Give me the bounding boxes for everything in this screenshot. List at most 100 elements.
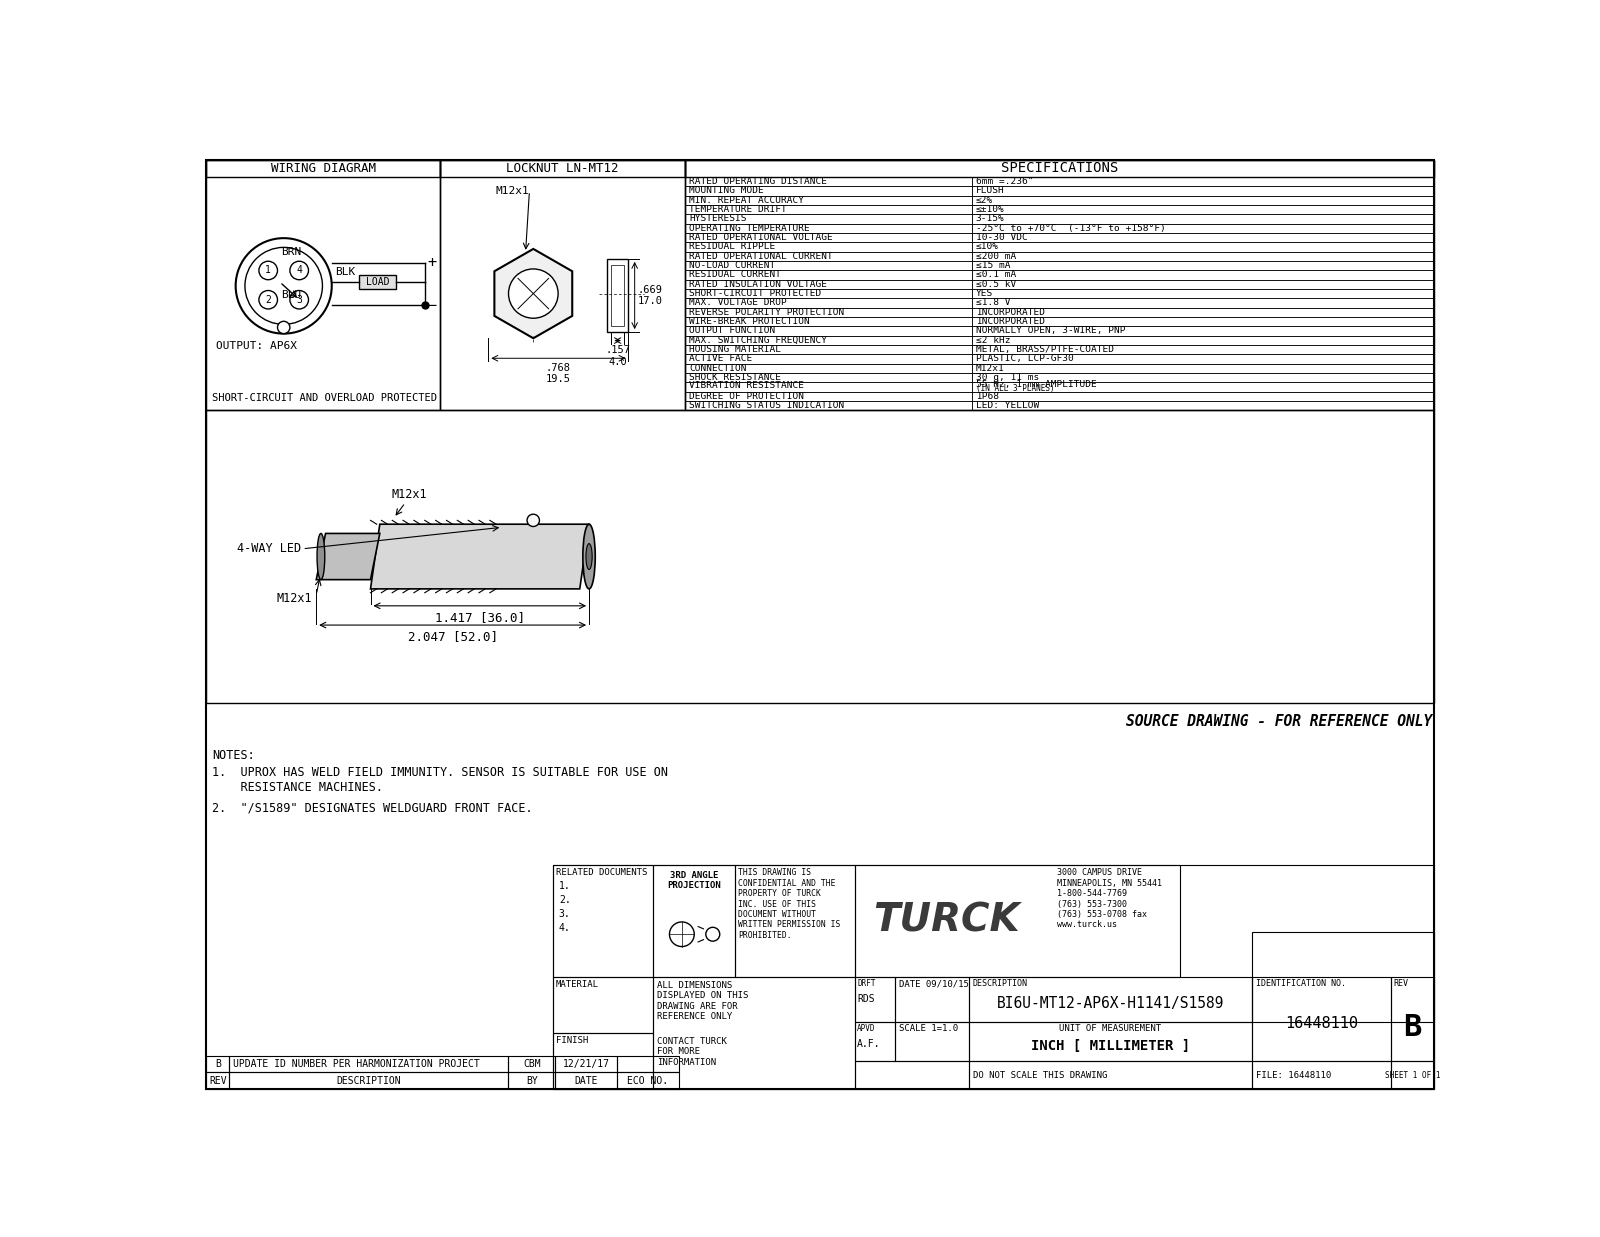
Text: 3.: 3. bbox=[558, 909, 571, 919]
Bar bbox=[685, 233, 971, 242]
Text: DESCRIPTION: DESCRIPTION bbox=[336, 1076, 402, 1086]
Text: +: + bbox=[427, 255, 437, 271]
Bar bbox=[1390, 1061, 1434, 1090]
Text: RATED INSULATION VOLTAGE: RATED INSULATION VOLTAGE bbox=[690, 280, 827, 288]
Text: VIBRATION RESISTANCE: VIBRATION RESISTANCE bbox=[690, 381, 805, 390]
Text: IDENTIFICATION NO.: IDENTIFICATION NO. bbox=[1256, 980, 1346, 988]
Text: FINISH: FINISH bbox=[555, 1037, 587, 1045]
Bar bbox=[685, 177, 971, 187]
Text: OUTPUT: AP6X: OUTPUT: AP6X bbox=[216, 341, 296, 351]
Text: 1.  UPROX HAS WELD FIELD IMMUNITY. SENSOR IS SUITABLE FOR USE ON
    RESISTANCE : 1. UPROX HAS WELD FIELD IMMUNITY. SENSOR… bbox=[213, 766, 669, 794]
Bar bbox=[685, 160, 1434, 411]
Bar bbox=[894, 977, 970, 1022]
Bar bbox=[971, 205, 1434, 214]
Text: CONNECTION: CONNECTION bbox=[690, 364, 747, 372]
Text: RESIDUAL RIPPLE: RESIDUAL RIPPLE bbox=[690, 242, 776, 251]
Bar bbox=[685, 382, 971, 392]
Text: 2.: 2. bbox=[558, 896, 571, 905]
Text: 4.: 4. bbox=[558, 923, 571, 933]
Text: DO NOT SCALE THIS DRAWING: DO NOT SCALE THIS DRAWING bbox=[973, 1071, 1107, 1080]
Text: 2.  "/S1589" DESIGNATES WELDGUARD FRONT FACE.: 2. "/S1589" DESIGNATES WELDGUARD FRONT F… bbox=[213, 802, 533, 814]
Text: BRN: BRN bbox=[282, 246, 301, 256]
Bar bbox=[971, 364, 1434, 372]
Text: 4-WAY LED: 4-WAY LED bbox=[237, 542, 301, 555]
Text: ≤200 mA: ≤200 mA bbox=[976, 252, 1016, 261]
Text: RATED OPERATING DISTANCE: RATED OPERATING DISTANCE bbox=[690, 177, 827, 186]
Bar bbox=[685, 289, 971, 298]
Text: SHORT-CIRCUIT AND OVERLOAD PROTECTED: SHORT-CIRCUIT AND OVERLOAD PROTECTED bbox=[213, 392, 437, 402]
Bar bbox=[653, 865, 734, 977]
Text: MOUNTING MODE: MOUNTING MODE bbox=[690, 187, 763, 195]
Text: REV: REV bbox=[210, 1076, 227, 1086]
Text: BLU: BLU bbox=[282, 289, 301, 299]
Bar bbox=[854, 865, 1181, 977]
Text: MATERIAL: MATERIAL bbox=[555, 980, 598, 990]
Text: DRFT: DRFT bbox=[858, 980, 875, 988]
Text: DEGREE OF PROTECTION: DEGREE OF PROTECTION bbox=[690, 392, 805, 401]
Bar bbox=[971, 327, 1434, 335]
Ellipse shape bbox=[582, 524, 595, 589]
Bar bbox=[552, 865, 1434, 1090]
Text: 1.417 [36.0]: 1.417 [36.0] bbox=[435, 611, 525, 625]
Text: BI6U-MT12-AP6X-H1141/S1589: BI6U-MT12-AP6X-H1141/S1589 bbox=[997, 996, 1224, 1011]
Bar bbox=[1251, 1061, 1390, 1090]
Text: -25°C to +70°C  (-13°F to +158°F): -25°C to +70°C (-13°F to +158°F) bbox=[976, 224, 1165, 233]
Text: RDS: RDS bbox=[858, 995, 875, 1004]
Text: 2.047 [52.0]: 2.047 [52.0] bbox=[408, 631, 498, 643]
Bar bbox=[970, 977, 1251, 1022]
Text: 12/21/17: 12/21/17 bbox=[563, 1059, 610, 1069]
Bar bbox=[685, 298, 971, 308]
Bar bbox=[685, 354, 971, 364]
Text: FILE: 16448110: FILE: 16448110 bbox=[1256, 1071, 1331, 1080]
Polygon shape bbox=[494, 249, 573, 338]
Text: LED: YELLOW: LED: YELLOW bbox=[976, 401, 1038, 411]
Bar bbox=[971, 251, 1434, 261]
Text: M12x1: M12x1 bbox=[277, 593, 312, 605]
Bar bbox=[854, 1061, 970, 1090]
Text: −: − bbox=[427, 298, 437, 313]
Text: THIS DRAWING IS
CONFIDENTIAL AND THE
PROPERTY OF TURCK
INC. USE OF THIS
DOCUMENT: THIS DRAWING IS CONFIDENTIAL AND THE PRO… bbox=[738, 868, 840, 940]
Text: SPECIFICATIONS: SPECIFICATIONS bbox=[1002, 162, 1118, 176]
Circle shape bbox=[526, 515, 539, 527]
Text: MAX. VOLTAGE DROP: MAX. VOLTAGE DROP bbox=[690, 298, 787, 308]
Bar bbox=[971, 195, 1434, 205]
Text: ≤2 kHz: ≤2 kHz bbox=[976, 335, 1010, 345]
Bar bbox=[509, 1055, 555, 1072]
Text: A.F.: A.F. bbox=[858, 1039, 880, 1049]
Bar bbox=[971, 308, 1434, 317]
Ellipse shape bbox=[317, 533, 325, 580]
Text: 2: 2 bbox=[266, 294, 270, 304]
Bar bbox=[1390, 977, 1434, 1061]
Bar bbox=[685, 392, 971, 401]
Text: (IN ALL 3 PLANES): (IN ALL 3 PLANES) bbox=[976, 385, 1054, 393]
Text: OPERATING TEMPERATURE: OPERATING TEMPERATURE bbox=[690, 224, 810, 233]
Bar bbox=[971, 298, 1434, 308]
Bar bbox=[971, 214, 1434, 224]
Text: .669
17.0: .669 17.0 bbox=[638, 285, 662, 307]
Bar bbox=[685, 364, 971, 372]
Bar bbox=[618, 1072, 678, 1090]
Bar bbox=[685, 205, 971, 214]
Bar bbox=[206, 411, 1434, 703]
Bar bbox=[1251, 931, 1434, 1022]
Bar bbox=[685, 372, 971, 382]
Text: 16448110: 16448110 bbox=[1285, 1016, 1358, 1030]
Text: 1.: 1. bbox=[558, 882, 571, 892]
Bar bbox=[971, 354, 1434, 364]
Bar bbox=[685, 270, 971, 280]
Text: YES: YES bbox=[976, 289, 994, 298]
Text: ≤2%: ≤2% bbox=[976, 195, 994, 205]
Text: 3: 3 bbox=[296, 294, 302, 304]
Text: SOURCE DRAWING - FOR REFERENCE ONLY: SOURCE DRAWING - FOR REFERENCE ONLY bbox=[1126, 715, 1432, 730]
Bar bbox=[894, 1022, 970, 1061]
Text: TEMPERATURE DRIFT: TEMPERATURE DRIFT bbox=[690, 205, 787, 214]
Text: REV: REV bbox=[1394, 980, 1408, 988]
Bar bbox=[685, 242, 971, 251]
Text: DATE: DATE bbox=[574, 1076, 598, 1086]
Text: 3-15%: 3-15% bbox=[976, 214, 1005, 224]
Text: BLK: BLK bbox=[336, 267, 355, 277]
Text: SCALE 1=1.0: SCALE 1=1.0 bbox=[899, 1024, 958, 1033]
Bar bbox=[971, 289, 1434, 298]
Text: HOUSING MATERIAL: HOUSING MATERIAL bbox=[690, 345, 781, 354]
Bar bbox=[970, 1022, 1251, 1061]
